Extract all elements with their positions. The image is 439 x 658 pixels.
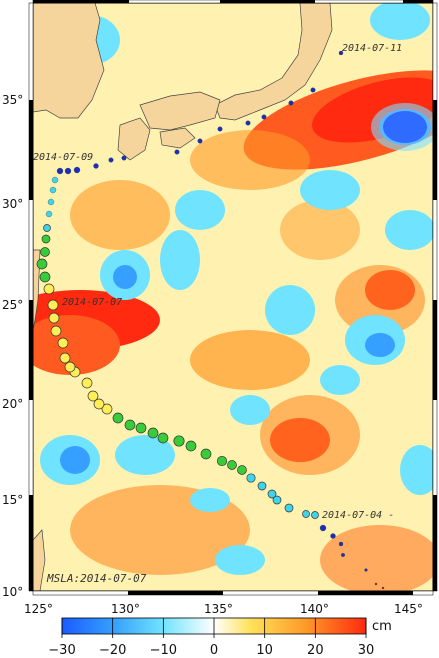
anomaly-field xyxy=(33,3,433,591)
track-marker xyxy=(47,299,59,311)
track-marker xyxy=(43,283,55,295)
track-marker xyxy=(237,465,247,475)
lon-tick-140: 140° xyxy=(300,602,329,616)
track-marker xyxy=(261,114,267,120)
track-marker xyxy=(93,163,99,169)
land-japan-west xyxy=(139,91,221,131)
track-marker xyxy=(197,138,203,144)
colorbar-tick-label: 0 xyxy=(210,643,218,658)
track-marker xyxy=(364,568,368,572)
track-marker xyxy=(257,481,267,491)
lat-tick-20: 20° xyxy=(2,397,23,411)
track-marker xyxy=(48,312,60,324)
track-marker xyxy=(374,582,378,586)
colorbar-tick-label: −30 xyxy=(48,643,75,658)
date-label-0707: 2014-07-07 xyxy=(62,297,122,308)
track-marker xyxy=(50,325,62,337)
track-marker xyxy=(338,50,344,56)
track-marker xyxy=(73,166,81,174)
track-marker xyxy=(185,440,197,452)
track-marker xyxy=(93,398,105,410)
land-luzon xyxy=(33,529,46,591)
track-marker xyxy=(112,412,124,424)
track-marker xyxy=(57,337,69,349)
track-marker xyxy=(64,361,76,373)
date-label-0711: 2014-07-11 xyxy=(342,43,402,54)
lon-tick-145: 145° xyxy=(394,602,423,616)
track-marker xyxy=(319,524,327,532)
map-border-top xyxy=(32,0,434,4)
track-marker xyxy=(217,126,223,132)
lat-tick-15: 15° xyxy=(2,493,23,507)
land-shikoku xyxy=(159,127,196,149)
track-marker xyxy=(246,473,256,483)
track-marker xyxy=(245,120,251,126)
track-marker xyxy=(47,198,55,206)
track-marker xyxy=(173,435,185,447)
lon-tick-130: 130° xyxy=(111,602,140,616)
lon-tick-135: 135° xyxy=(204,602,233,616)
track-marker xyxy=(216,455,228,467)
typhoon-track xyxy=(36,50,385,590)
track-marker xyxy=(311,511,319,519)
track-marker xyxy=(43,224,51,232)
track-marker xyxy=(45,210,53,218)
track-marker xyxy=(288,100,294,106)
colorbar: −30 −20 −10 0 10 20 30 cm xyxy=(48,617,392,658)
track-marker xyxy=(147,427,159,439)
track-marker xyxy=(81,377,93,389)
map-border-right xyxy=(432,2,438,592)
track-marker xyxy=(135,422,147,434)
track-marker xyxy=(200,448,212,460)
track-marker xyxy=(267,489,277,499)
colorbar-tick-label: −20 xyxy=(99,643,126,658)
colorbar-tick-label: 30 xyxy=(358,643,375,658)
track-marker xyxy=(56,167,64,175)
date-label-0709: 2014-07-09 xyxy=(33,152,93,163)
track-marker xyxy=(41,234,51,244)
lat-tick-35: 35° xyxy=(2,93,23,107)
map-border-bottom xyxy=(32,590,434,596)
track-marker xyxy=(51,176,59,184)
lat-tick-30: 30° xyxy=(2,197,23,211)
track-marker xyxy=(272,495,282,505)
track-marker xyxy=(157,432,169,444)
colorbar-tick-label: −10 xyxy=(150,643,177,658)
land-korea xyxy=(33,3,105,119)
track-marker xyxy=(36,258,48,270)
track-marker xyxy=(381,586,385,590)
msla-date-label: MSLA:2014-07-07 xyxy=(46,572,147,585)
track-marker xyxy=(302,510,310,518)
track-marker xyxy=(59,352,71,364)
land-japan-north xyxy=(214,3,333,121)
track-marker xyxy=(227,460,237,470)
colorbar-tick-label: 10 xyxy=(256,643,273,658)
colorbar-tick-label: 20 xyxy=(307,643,324,658)
track-marker xyxy=(330,533,336,539)
track-marker xyxy=(101,403,113,415)
track-marker xyxy=(338,541,344,547)
track-marker xyxy=(174,149,180,155)
track-marker xyxy=(284,503,294,513)
map-border-left xyxy=(28,2,34,592)
track-marker xyxy=(341,553,345,557)
lat-tick-25: 25° xyxy=(2,298,23,312)
track-marker xyxy=(39,271,51,283)
track-marker xyxy=(87,390,99,402)
track-marker xyxy=(49,186,57,194)
colorbar-unit: cm xyxy=(372,619,392,634)
track-marker xyxy=(124,419,136,431)
track-marker xyxy=(310,87,316,93)
track-marker xyxy=(121,155,127,161)
track-marker xyxy=(108,157,114,163)
track-marker xyxy=(40,247,50,257)
land-china-coast xyxy=(33,249,41,331)
land-kyushu xyxy=(117,117,151,161)
track-marker xyxy=(64,167,72,175)
date-label-0704: 2014-07-04 - xyxy=(322,510,394,521)
lon-tick-125: 125° xyxy=(24,602,53,616)
lat-tick-10: 10° xyxy=(2,585,23,599)
